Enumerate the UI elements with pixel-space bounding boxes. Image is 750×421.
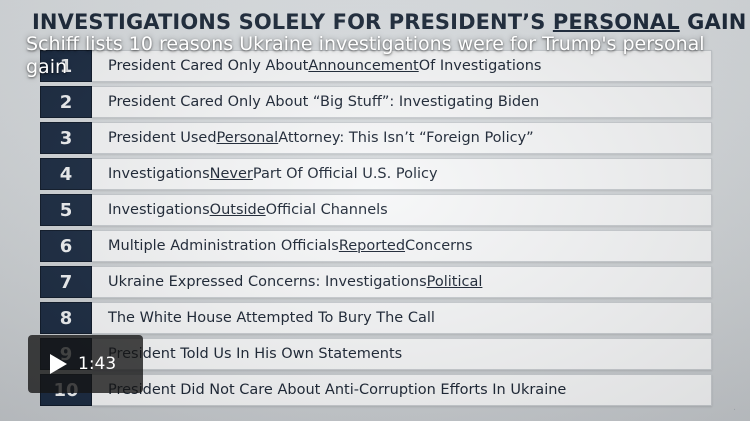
- reason-number: 7: [40, 266, 92, 298]
- reason-label-part: President Cared Only About “Big Stuff”: …: [108, 94, 540, 110]
- video-caption: Schiff lists 10 reasons Ukraine investig…: [26, 33, 705, 78]
- slide-title-part: GAIN: [679, 10, 747, 34]
- reason-label-part: Attorney: This Isn’t “Foreign Policy”: [278, 130, 534, 146]
- reason-label: Multiple Administration Officials Report…: [92, 230, 712, 262]
- reason-label-part: Never: [209, 166, 253, 182]
- reason-number: 3: [40, 122, 92, 154]
- corner-mark: .: [733, 403, 736, 413]
- reason-row: 8 The White House Attempted To Bury The C…: [40, 302, 712, 334]
- slide-title-part: INVESTIGATIONS SOLELY FOR PRESIDENT’S: [32, 10, 553, 34]
- reason-row: 1 President Cared Only About Announcement…: [40, 50, 712, 82]
- reason-label-part: Reported: [338, 238, 406, 254]
- play-icon: [50, 354, 67, 374]
- reason-number: 8: [40, 302, 92, 334]
- reason-label-part: President Did Not Care About Anti-Corrup…: [108, 382, 567, 398]
- reason-row: 4 Investigations Never Part Of Official U…: [40, 158, 712, 190]
- reason-label-part: Announcement: [308, 58, 419, 74]
- reason-row: 5 Investigations Outside Official Channel…: [40, 194, 712, 226]
- reason-row: 7 Ukraine Expressed Concerns: Investigati…: [40, 266, 712, 298]
- reason-label: President Cared Only About “Big Stuff”: …: [92, 86, 712, 118]
- play-button[interactable]: 1:43: [28, 335, 143, 393]
- reason-label-part: Ukraine Expressed Concerns: Investigatio…: [108, 274, 427, 290]
- reason-label-part: The White House Attempted To Bury The Ca…: [108, 310, 435, 326]
- reason-label: President Cared Only About Announcement …: [92, 50, 712, 82]
- reason-label-part: Personal: [216, 130, 279, 146]
- reason-label-part: Outside: [209, 202, 266, 218]
- reason-row: 2 President Cared Only About “Big Stuff”:…: [40, 86, 712, 118]
- slide-title-part: PERSONAL: [552, 10, 680, 34]
- reason-label: President Told Us In His Own Statements: [92, 338, 712, 370]
- reason-label: The White House Attempted To Bury The Ca…: [92, 302, 712, 334]
- reason-label-part: Part Of Official U.S. Policy: [252, 166, 438, 182]
- reason-label-part: Political: [426, 274, 483, 290]
- video-duration: 1:43: [78, 354, 117, 374]
- reason-row: 9President Told Us In His Own Statements: [40, 338, 712, 370]
- reason-row: 3 President Used Personal Attorney: This …: [40, 122, 712, 154]
- reason-number: 1: [40, 50, 92, 82]
- reason-number: 6: [40, 230, 92, 262]
- reason-row: 6 Multiple Administration Officials Repor…: [40, 230, 712, 262]
- reason-number: 4: [40, 158, 92, 190]
- slide-title: INVESTIGATIONS SOLELY FOR PRESIDENT’S PE…: [32, 10, 746, 34]
- reason-label-part: Of Investigations: [418, 58, 542, 74]
- reason-label: Investigations Never Part Of Official U.…: [92, 158, 712, 190]
- reason-label-part: President Used: [108, 130, 217, 146]
- reason-label-part: President Told Us In His Own Statements: [108, 346, 403, 362]
- reason-label-part: Concerns: [405, 238, 473, 254]
- reason-number: 5: [40, 194, 92, 226]
- reason-label: Investigations Outside Official Channels: [92, 194, 712, 226]
- reason-label-part: Investigations: [108, 166, 210, 182]
- reason-label-part: Multiple Administration Officials: [108, 238, 339, 254]
- reason-label: Ukraine Expressed Concerns: Investigatio…: [92, 266, 712, 298]
- reason-label-part: President Cared Only About: [108, 58, 309, 74]
- reason-number: 2: [40, 86, 92, 118]
- reason-label: President Used Personal Attorney: This I…: [92, 122, 712, 154]
- reason-label-part: Official Channels: [265, 202, 388, 218]
- reason-label: President Did Not Care About Anti-Corrup…: [92, 374, 712, 406]
- reason-label-part: Investigations: [108, 202, 210, 218]
